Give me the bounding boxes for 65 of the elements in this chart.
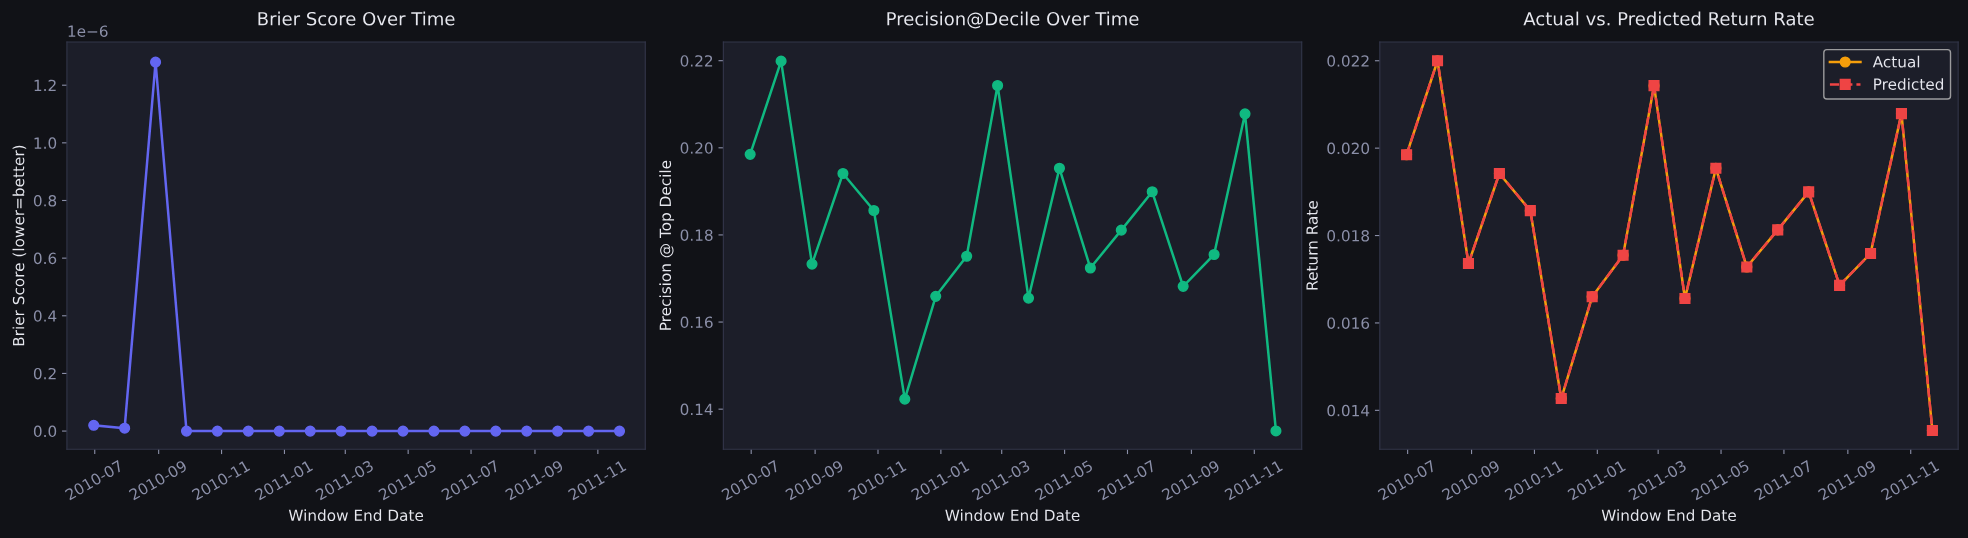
y-tick-label: 0.14 [680,403,713,416]
point [273,425,285,437]
point [744,148,756,160]
chart-title: Precision@Decile Over Time [887,11,1139,29]
point [211,425,223,437]
point [806,258,818,270]
y-tick-label: 1.2 [34,79,56,91]
point [992,79,1004,92]
y-tick-label: 0.0 [33,425,57,438]
point [490,425,502,437]
point [459,425,471,437]
point [899,393,911,405]
point [242,425,254,437]
point [119,422,131,434]
x-axis-title: Window End Date [1601,509,1736,522]
point [961,250,973,262]
y-tick-label: 1.0 [34,137,57,149]
text: 1e−6 [68,25,108,37]
point [1208,248,1220,261]
point [775,55,787,67]
y-tick-label: 0.020 [1327,142,1370,155]
y-axis-title: Precision @ Top Decile [659,160,675,330]
chart-title: Actual vs. Predicted Return Rate [1523,11,1814,26]
y-tick-label: 0.20 [680,142,713,154]
point [552,425,564,437]
y-axis-title: Brier Score (lower=better) [12,145,27,346]
y-axis-title: Return Rate [1306,201,1318,290]
chart-title: Brier Score Over Time [258,11,455,26]
point [930,290,942,302]
point [613,425,626,437]
point [1115,224,1127,236]
point [335,425,347,437]
y-tick-label: 0.16 [680,316,713,329]
y-tick-label: 0.018 [1327,230,1370,242]
point [1239,108,1251,120]
legend-label: Predicted [1874,78,1944,90]
point [428,425,440,437]
point [180,425,193,437]
point [837,167,849,180]
point [1053,162,1066,174]
point [1084,262,1096,274]
point [583,425,595,437]
point [1146,186,1158,198]
y-tick-label: 0.014 [1327,404,1370,417]
point [1270,425,1282,437]
y-tick-label: 0.18 [680,229,713,241]
x-axis-title: Window End Date [288,509,424,522]
point [1177,280,1189,292]
point [868,204,880,217]
point [1022,292,1035,304]
y-tick-label: 0.4 [33,310,57,322]
point [304,425,316,437]
x-axis-title: Window End Date [945,509,1080,522]
y-tick-label: 0.8 [33,194,57,207]
y-tick-label: 0.2 [33,367,56,380]
y-tick-label: 0.6 [33,252,57,265]
point [150,56,162,68]
point [366,425,378,437]
point [88,419,100,431]
y-tick-label: 0.016 [1327,317,1370,329]
y-tick-label: 0.022 [1327,55,1369,67]
point [397,425,409,437]
y-tick-label: 0.22 [680,55,713,67]
point [521,425,533,437]
legend-label: Actual [1872,55,1920,68]
